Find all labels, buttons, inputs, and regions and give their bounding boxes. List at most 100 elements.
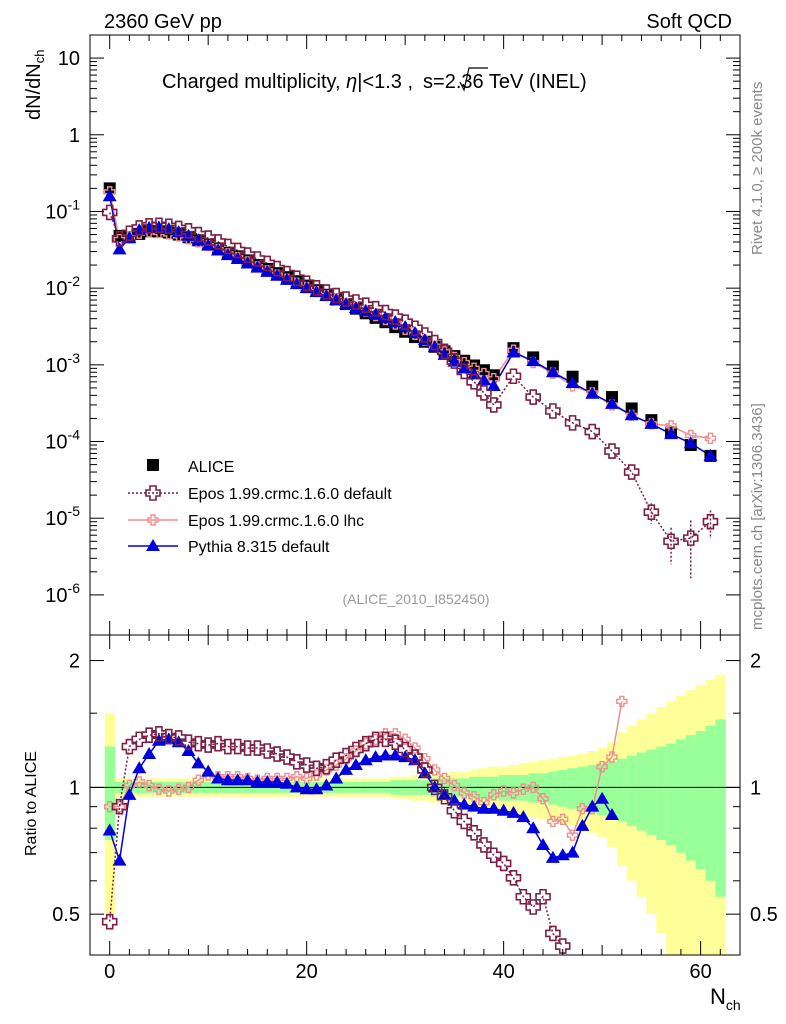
epos-default-point	[170, 220, 187, 237]
pythia-point	[644, 416, 659, 429]
ratio-epos-lhc-point	[566, 829, 579, 841]
ratio-pythia-point	[309, 782, 324, 795]
ratio-band-green	[577, 766, 588, 811]
x-tick-label: 0	[104, 961, 115, 983]
ratio-y-tick-label-left: 1	[69, 777, 80, 799]
chart-title: Charged multiplicity, η|<1.3 , s=2.36 TeV…	[162, 71, 587, 93]
ratio-pythia-point	[476, 801, 491, 814]
ratio-pythia-point	[585, 799, 600, 812]
y-tick-mantissa: 1	[69, 125, 80, 147]
ratio-epos-default-point	[229, 738, 246, 755]
epos-default-point	[584, 423, 601, 440]
ratio-epos-default-point	[456, 813, 473, 830]
y-tick-mantissa: 10	[45, 432, 67, 454]
ratio-epos-default-point	[417, 762, 433, 778]
ratio-band-green	[597, 763, 608, 815]
pythia-point	[624, 408, 639, 421]
ratio-band-green	[705, 725, 716, 881]
ratio-epos-lhc-point	[517, 783, 530, 795]
y-axis-label-main: dN/dNch	[23, 50, 47, 120]
pythia-point	[486, 378, 501, 391]
ratio-band-green	[626, 755, 638, 826]
ratio-pythia-point	[457, 797, 472, 810]
ratio-epos-lhc-point	[448, 779, 461, 792]
ratio-band-green	[538, 773, 549, 803]
ratio-pythia-point	[437, 787, 452, 800]
ratio-band-green	[675, 739, 687, 853]
x-tick-label: 40	[493, 961, 515, 983]
alice-point	[586, 380, 599, 393]
y-tick-mantissa: 10	[45, 201, 67, 223]
ratio-epos-default-point	[466, 825, 482, 841]
y-tick-exponent: -3	[68, 350, 81, 366]
ratio-epos-lhc-point	[616, 695, 628, 708]
ratio-band-green	[685, 735, 697, 861]
epos-default-point	[643, 504, 660, 520]
ratio-band-green	[587, 765, 598, 813]
ratio-pythia-point	[122, 787, 137, 800]
epos-default-point	[338, 291, 354, 307]
epos-default-point	[604, 443, 620, 459]
main-y-tick-label: 10-4	[45, 427, 80, 454]
ratio-epos-default-point	[180, 734, 197, 751]
ratio-pythia-point	[220, 773, 235, 786]
legend-pythia-label: Pythia 8.315 default	[188, 539, 330, 556]
y-tick-mantissa: 10	[45, 508, 67, 530]
epos-lhc-line	[108, 191, 711, 440]
ratio-epos-lhc-point	[192, 774, 205, 786]
rivet-label: Rivet 4.1.0, ≥ 200k events	[749, 82, 766, 255]
ratio-epos-default-point	[554, 938, 571, 954]
legend: ALICE Epos 1.99.crmc.1.6.0 default Epos …	[128, 459, 392, 556]
pythia-point	[191, 233, 206, 246]
ratio-epos-lhc-point	[488, 789, 500, 801]
ratio-pythia-point	[211, 771, 226, 784]
ratio-epos-lhc-point	[291, 771, 303, 783]
x-tick-label: 60	[689, 961, 711, 983]
ratio-y-tick-label-right: 1	[750, 777, 761, 799]
ratio-pythia-point	[595, 791, 610, 804]
ratio-epos-lhc-point	[389, 728, 402, 740]
epos-default-point	[485, 397, 502, 413]
ratio-epos-default-point	[525, 899, 541, 915]
epos-default-point	[101, 204, 118, 221]
legend-epos-default-marker	[145, 485, 161, 501]
pythia-point	[703, 448, 718, 461]
y-tick-exponent: -5	[68, 503, 81, 519]
ratio-epos-default-point	[160, 728, 177, 745]
epos-default-point	[564, 415, 581, 431]
ratio-pythia-point	[565, 845, 580, 858]
energy-label: 2360 GeV pp	[104, 11, 222, 33]
ratio-epos-default-point	[121, 738, 138, 755]
ratio-band-green	[656, 746, 667, 841]
ratio-plot	[90, 695, 740, 954]
ratio-pythia-point	[191, 756, 206, 769]
ratio-epos-default-point	[495, 855, 512, 872]
ratio-pythia-point	[329, 771, 344, 784]
ratio-pythia-point	[142, 747, 157, 760]
ratio-pythia-point	[260, 774, 275, 787]
ratio-epos-lhc-point	[428, 764, 441, 776]
ratio-uncertainty-bands	[104, 674, 726, 955]
ratio-pythia-point	[112, 853, 127, 866]
ratio-pythia-point	[496, 803, 511, 816]
ratio-pythia-point	[604, 807, 619, 820]
ratio-epos-lhc-point	[497, 785, 510, 797]
analysis-id: (ALICE_2010_I852450)	[342, 591, 489, 607]
pythia-point	[358, 304, 373, 317]
pythia-point	[565, 375, 580, 388]
ratio-epos-default-point	[210, 735, 226, 752]
ratio-epos-lhc-point	[576, 802, 589, 815]
pythia-point	[585, 386, 600, 399]
sqrt-sign	[459, 67, 488, 92]
ratio-epos-lhc-point	[103, 800, 116, 813]
ratio-epos-lhc-point	[172, 783, 185, 795]
epos-default-point	[623, 464, 640, 480]
main-y-tick-label: 10-3	[45, 350, 80, 377]
ratio-band-green	[695, 731, 707, 870]
epos-default-point	[702, 513, 719, 530]
y-axis-label-ratio: Ratio to ALICE	[23, 751, 40, 856]
pythia-point	[102, 189, 117, 202]
ratio-pythia-point	[299, 782, 314, 795]
y-tick-exponent: -4	[68, 427, 81, 443]
source-label: mcplots.cern.ch [arXiv:1306.3436]	[749, 403, 766, 630]
